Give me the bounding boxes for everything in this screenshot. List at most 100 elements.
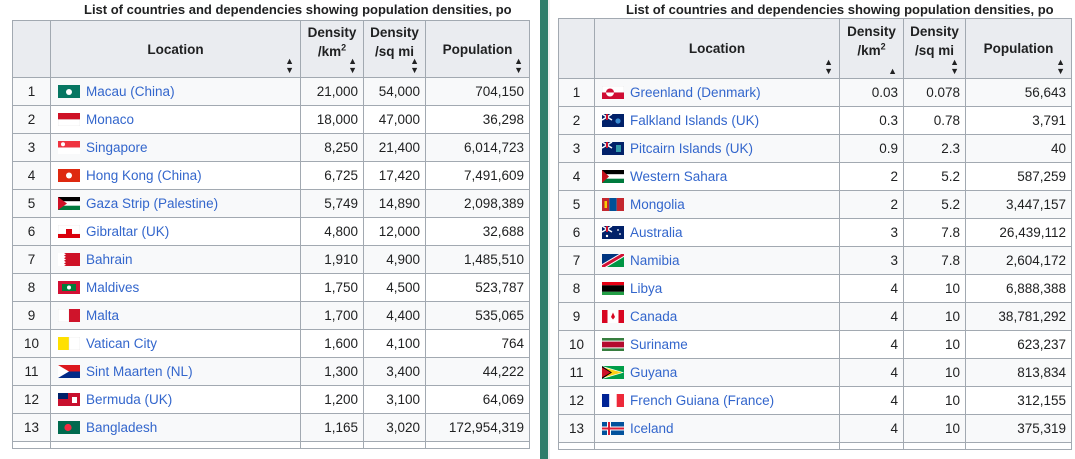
location-cell: Hong Kong (China) [50, 161, 301, 190]
sort-ascending-icon[interactable]: ▲ [888, 66, 897, 76]
density-km-header[interactable]: Density /km2 ▲ [839, 18, 904, 79]
density-mi-label: Density [910, 23, 959, 39]
location-header[interactable]: Location ▲ ▼ [594, 18, 840, 79]
table-row: 10 Suriname 4 10 623,237 [558, 330, 1072, 359]
country-link[interactable]: Australia [630, 225, 683, 240]
density-km-cell: 18,000 [300, 105, 364, 134]
density-mi-header[interactable]: Density /sq mi ▲ ▼ [903, 18, 966, 79]
sort-icon[interactable]: ▲ ▼ [348, 56, 357, 75]
sort-icon[interactable]: ▲ ▼ [950, 57, 959, 76]
location-cell: Guyana [594, 358, 840, 387]
country-link[interactable]: Gibraltar [86, 224, 138, 239]
window-divider[interactable] [540, 0, 548, 459]
sort-icon[interactable]: ▲ ▼ [824, 57, 833, 76]
table-caption: List of countries and dependencies showi… [626, 2, 1054, 17]
country-link[interactable]: Namibia [630, 253, 680, 268]
sort-icon[interactable]: ▲ ▼ [285, 56, 294, 75]
table-row: 6 Gibraltar (UK) 4,800 12,000 32,688 [12, 217, 530, 246]
sovereign-link[interactable]: (UK) [731, 113, 760, 128]
country-link[interactable]: Greenland [630, 85, 694, 100]
density-mi-header[interactable]: Density /sq mi ▲ ▼ [363, 20, 426, 78]
sovereign-link[interactable]: (UK) [141, 224, 170, 239]
population-cell: 813,834 [965, 358, 1072, 387]
sovereign-link[interactable]: (China) [130, 84, 175, 99]
flag-icon-bangladesh [58, 421, 80, 434]
country-link[interactable]: Western Sahara [630, 169, 728, 184]
population-cell: 587,259 [965, 162, 1072, 191]
table-row: 3 Pitcairn Islands (UK) 0.9 2.3 40 [558, 134, 1072, 163]
location-cell: Bangladesh [50, 413, 301, 442]
sovereign-link[interactable]: (UK) [144, 392, 173, 407]
rank-cell: 1 [558, 78, 595, 107]
rank-cell: 5 [12, 189, 51, 218]
flag-icon-frenchguiana [602, 394, 624, 407]
population-cell: 375,319 [965, 414, 1072, 443]
density-mi-label: Density [370, 25, 419, 40]
country-link[interactable]: French Guiana [630, 393, 720, 408]
location-cell: Greenland (Denmark) [594, 78, 840, 107]
rank-cell: 11 [558, 358, 595, 387]
country-link[interactable]: Iceland [630, 421, 674, 436]
country-link[interactable]: Macau [86, 84, 127, 99]
country-link[interactable]: Malta [86, 308, 120, 323]
population-cell: 6,888,388 [965, 274, 1072, 303]
sovereign-link[interactable]: (China) [157, 168, 202, 183]
country-link[interactable]: Singapore [86, 140, 148, 155]
country-link[interactable]: Gaza Strip [86, 196, 150, 211]
sovereign-link[interactable]: (UK) [725, 141, 754, 156]
rank-cell: 3 [12, 133, 51, 162]
country-link[interactable]: Monaco [86, 112, 135, 127]
location-cell: Maldives [50, 273, 301, 302]
country-link[interactable]: Canada [630, 309, 678, 324]
sovereign-link[interactable]: (NL) [166, 364, 193, 379]
rank-cell: 9 [558, 302, 595, 331]
table-row: 7 Namibia 3 7.8 2,604,172 [558, 246, 1072, 275]
country-link[interactable]: Falkland Islands [630, 113, 728, 128]
country-link[interactable]: Suriname [630, 337, 688, 352]
population-header-label: Population [983, 41, 1054, 56]
density-mi-cell: 7.8 [903, 218, 966, 247]
sort-icon[interactable]: ▲ ▼ [1056, 57, 1065, 76]
country-link[interactable]: Mongolia [630, 197, 685, 212]
table-row: 4 Hong Kong (China) 6,725 17,420 7,491,609 [12, 161, 530, 190]
flag-icon-westernsahara [602, 170, 624, 183]
country-link[interactable]: Hong Kong [86, 168, 154, 183]
country-link[interactable]: Bangladesh [86, 420, 158, 435]
country-link[interactable]: Sint Maarten [86, 364, 163, 379]
population-header[interactable]: Population ▲ ▼ [425, 20, 530, 78]
location-cell: Libya [594, 274, 840, 303]
rank-cell: 10 [12, 329, 51, 358]
sovereign-link[interactable]: (Denmark) [696, 85, 761, 100]
flag-icon-hongkong [58, 169, 80, 182]
density-km-cell: 4,800 [300, 217, 364, 246]
density-km-cell: 0.9 [839, 134, 904, 163]
table-row: 11 Sint Maarten (NL) 1,300 3,400 44,222 [12, 357, 530, 386]
country-link[interactable]: Libya [630, 281, 663, 296]
population-header[interactable]: Population ▲ ▼ [965, 18, 1072, 79]
country-link[interactable]: Maldives [86, 280, 140, 295]
location-header[interactable]: Location ▲ ▼ [50, 20, 301, 78]
density-km-cell: 4 [839, 274, 904, 303]
country-link[interactable]: Pitcairn Islands [630, 141, 722, 156]
sovereign-link[interactable]: (France) [723, 393, 775, 408]
sort-icon[interactable]: ▲ ▼ [514, 56, 523, 75]
rank-cell: 12 [558, 386, 595, 415]
density-km-cell [300, 441, 364, 449]
table-row: 12 French Guiana (France) 4 10 312,155 [558, 386, 1072, 415]
sovereign-link[interactable]: (Palestine) [153, 196, 219, 211]
density-table-ascending: Location ▲ ▼ Density /km2 ▲ Density /sq m… [558, 18, 1072, 450]
density-km-cell: 3 [839, 218, 904, 247]
country-link[interactable]: Bahrain [86, 252, 133, 267]
density-mi-cell: 5.2 [903, 190, 966, 219]
sort-icon[interactable]: ▲ ▼ [410, 56, 419, 75]
country-link[interactable]: Vatican City [86, 336, 158, 351]
country-link[interactable]: Guyana [630, 365, 678, 380]
rank-cell: 13 [558, 414, 595, 443]
population-cell: 312,155 [965, 386, 1072, 415]
density-mi-cell: 7.8 [903, 246, 966, 275]
density-km-header[interactable]: Density /km2 ▲ ▼ [300, 20, 364, 78]
location-cell: Namibia [594, 246, 840, 275]
table-row: 1 Greenland (Denmark) 0.03 0.078 56,643 [558, 78, 1072, 107]
country-link[interactable]: Bermuda [86, 392, 141, 407]
location-cell: Western Sahara [594, 162, 840, 191]
